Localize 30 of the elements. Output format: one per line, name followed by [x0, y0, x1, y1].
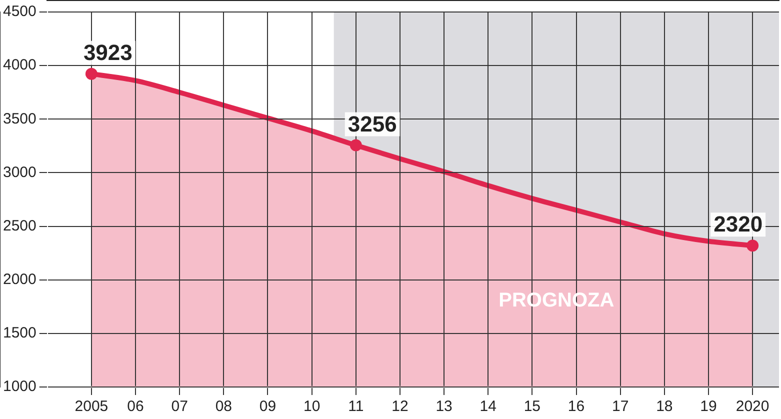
y-tick-label: 2000: [2, 271, 36, 288]
point: [746, 240, 759, 252]
x-tick-label: 06: [127, 398, 144, 416]
x-tick-label: 08: [215, 398, 232, 416]
y-tick-label: 4500: [2, 3, 36, 20]
x-tick-label: 09: [259, 398, 276, 416]
y-tick-label: 3000: [2, 164, 36, 181]
x-tick-label: 13: [436, 398, 452, 416]
x-tick-label: 16: [568, 398, 585, 416]
data-label: 3256: [348, 111, 397, 136]
data-label: 2320: [714, 212, 763, 237]
x-tick-label: 18: [656, 398, 673, 416]
x-tick-label: 2005: [74, 398, 108, 416]
y-tick-label: 1500: [2, 324, 36, 342]
y-tick-label: 3500: [2, 110, 36, 128]
y-tick-label: 1000: [2, 378, 36, 396]
x-tick-label: 07: [171, 398, 188, 416]
y-tick-label: 4000: [2, 56, 36, 74]
x-tick-label: 17: [612, 398, 629, 416]
y-tick-label: 2500: [2, 217, 36, 234]
x-tick-label: 12: [392, 398, 408, 416]
data-label: 3923: [83, 40, 132, 65]
x-tick-label: 10: [303, 398, 320, 416]
x-tick-label: 19: [700, 398, 717, 416]
x-tick-label: 14: [480, 398, 496, 416]
x-tick-label: 15: [524, 398, 541, 416]
x-tick-label: 11: [348, 398, 364, 416]
x-tick-label: 2020: [736, 398, 770, 416]
point: [85, 68, 98, 80]
point: [350, 139, 362, 152]
